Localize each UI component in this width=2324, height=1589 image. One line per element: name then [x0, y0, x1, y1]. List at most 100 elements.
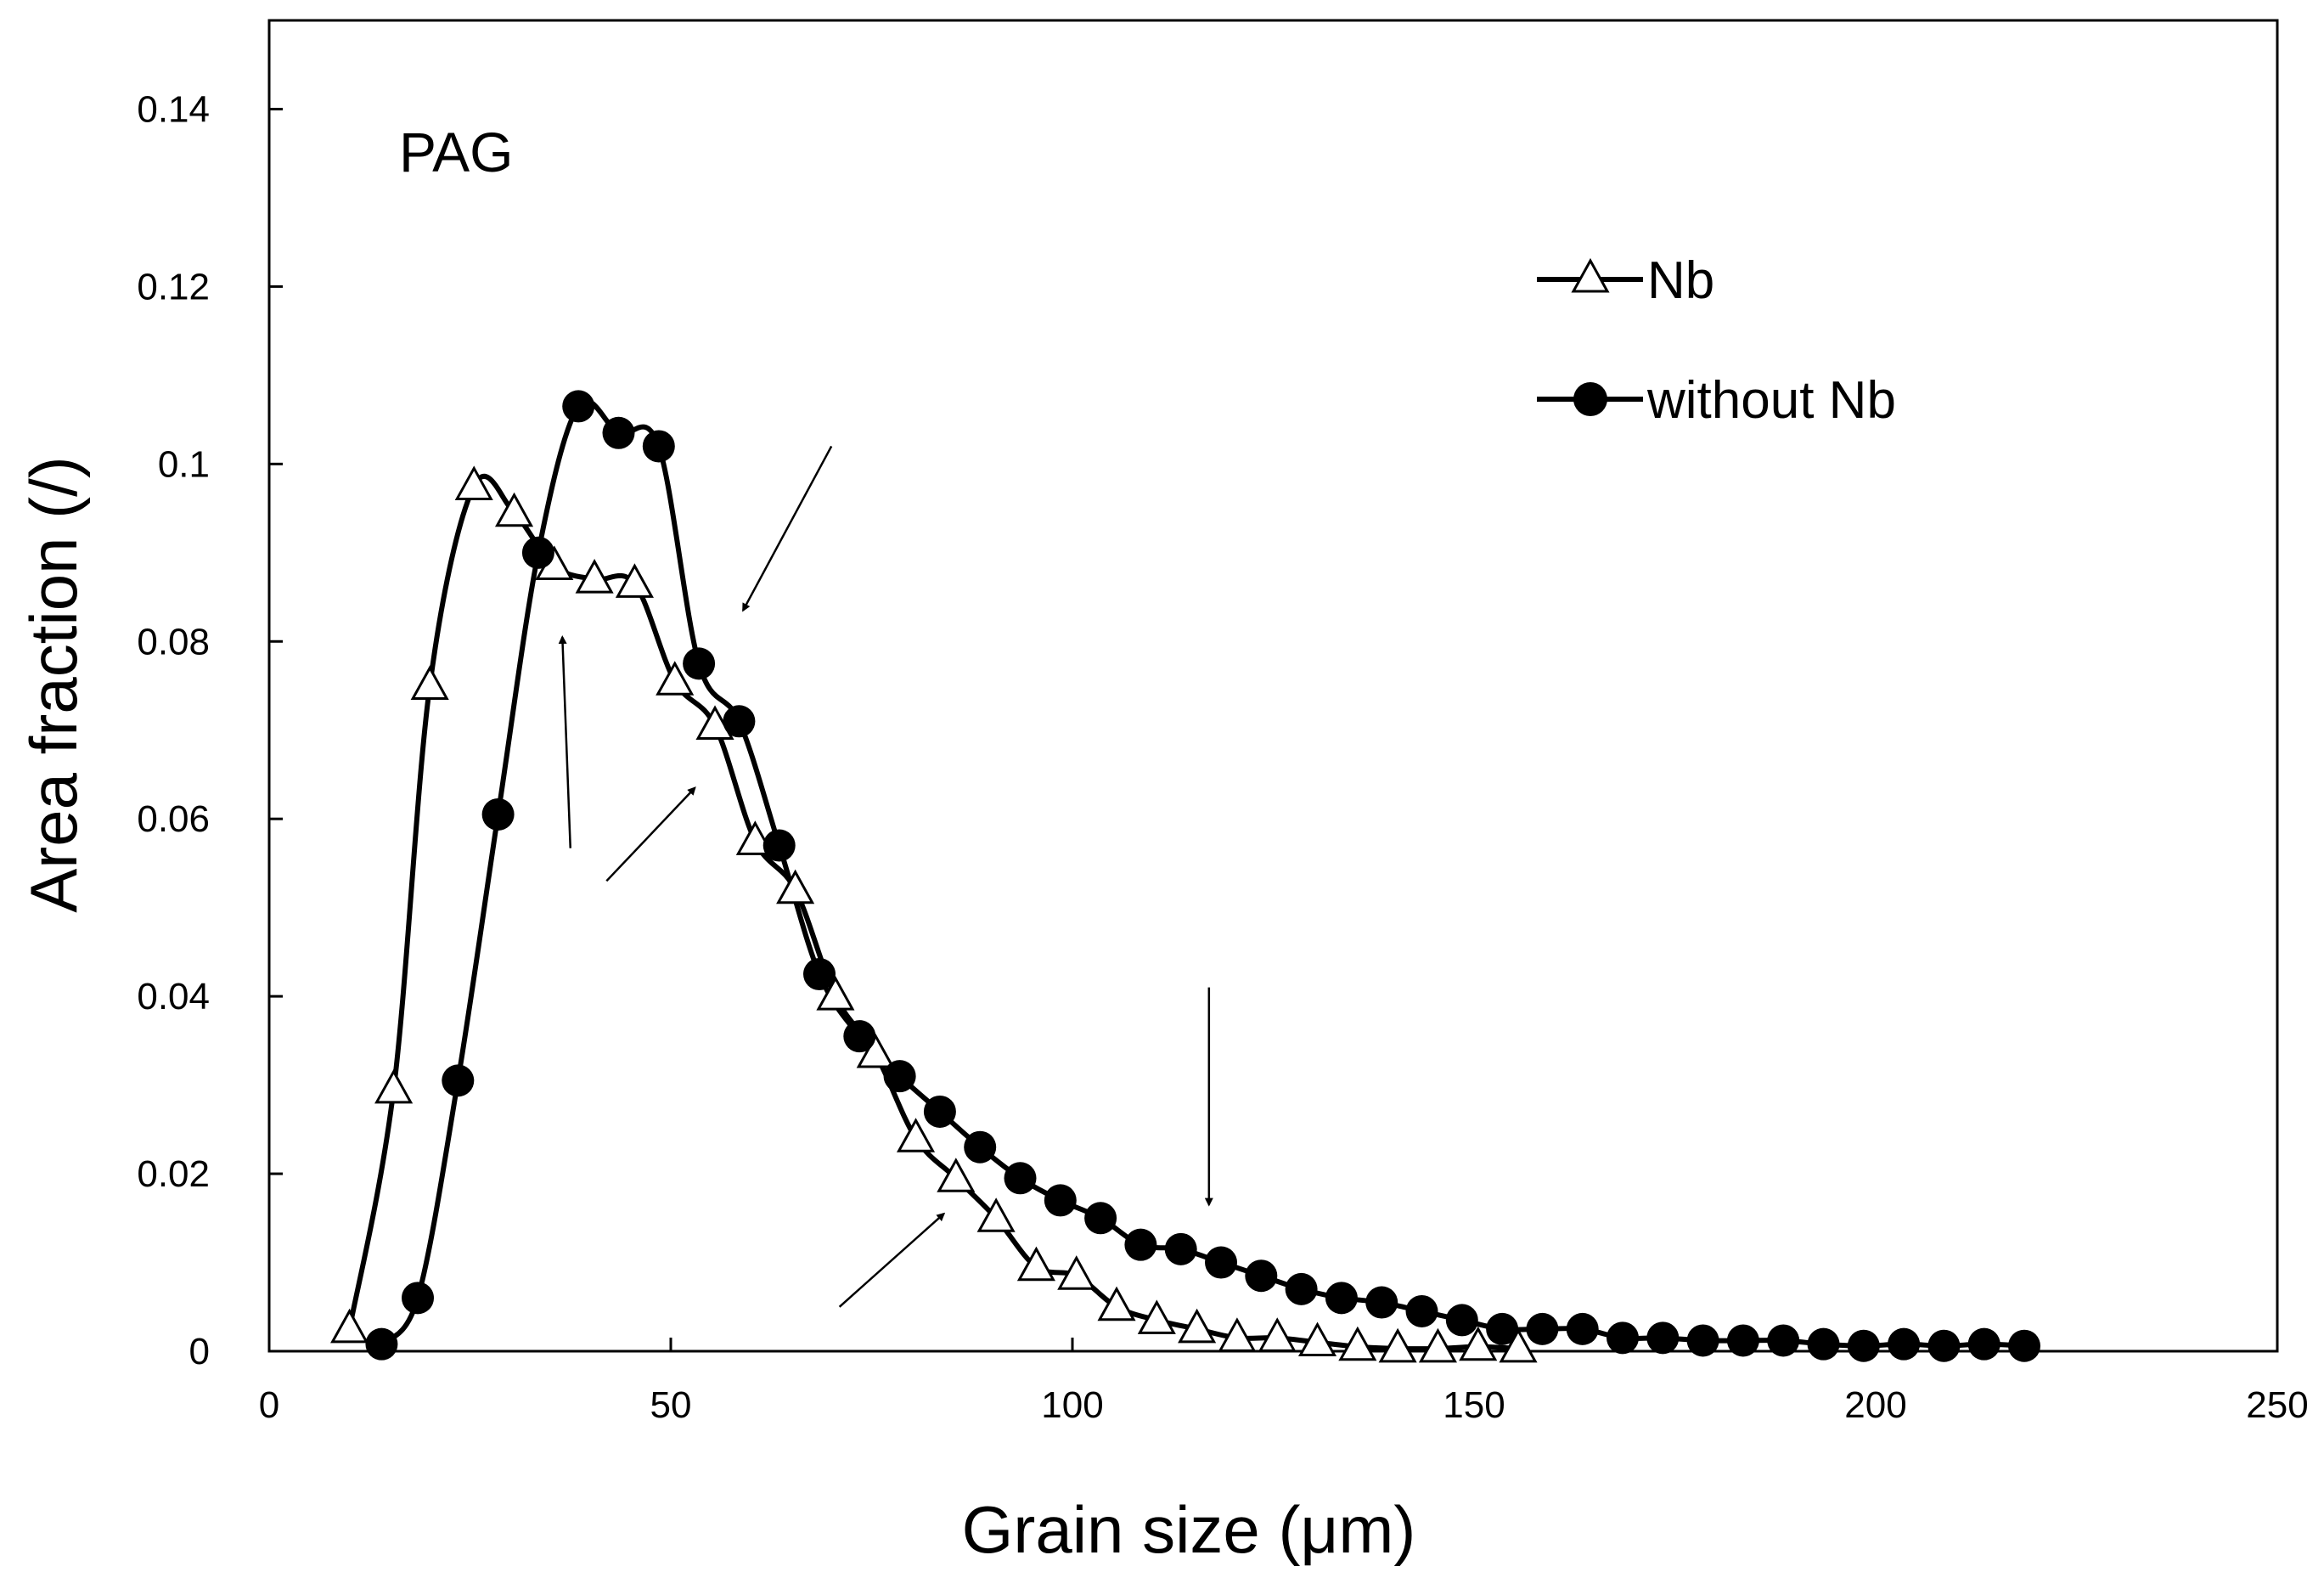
- y-tick-label: 0.1: [158, 443, 210, 485]
- y-tick-label: 0.12: [137, 266, 210, 307]
- data-point-triangle: [1297, 1321, 1337, 1357]
- data-point-circle: [2008, 1329, 2041, 1362]
- data-point-circle: [1646, 1321, 1680, 1355]
- legend-label-nb: Nb: [1647, 251, 1714, 310]
- data-point-circle: [521, 536, 554, 569]
- data-point-circle: [481, 797, 515, 831]
- data-point-triangle: [656, 661, 695, 696]
- series-lines: [346, 398, 2025, 1352]
- data-point-circle: [762, 829, 796, 862]
- data-point-triangle: [1178, 1308, 1217, 1344]
- data-point-triangle: [374, 1068, 414, 1104]
- data-point-circle: [1807, 1327, 1840, 1361]
- data-point-triangle: [1137, 1299, 1176, 1334]
- data-point-triangle: [1378, 1327, 1417, 1363]
- data-point-circle: [1566, 1312, 1599, 1345]
- data-point-circle: [562, 390, 595, 423]
- y-tick-label: 0.02: [137, 1153, 210, 1195]
- data-point-circle: [1445, 1304, 1478, 1337]
- data-point-triangle: [1097, 1286, 1136, 1321]
- panel-label: PAG: [399, 121, 513, 183]
- data-point-circle: [442, 1064, 475, 1097]
- data-point-triangle: [1016, 1246, 1055, 1282]
- data-point-triangle: [615, 563, 654, 598]
- data-point-triangle: [816, 976, 855, 1011]
- data-point-circle: [803, 958, 836, 991]
- data-point-circle: [1164, 1232, 1197, 1265]
- data-point-circle: [843, 1020, 876, 1053]
- data-point-circle: [1486, 1312, 1519, 1345]
- data-point-triangle: [1258, 1317, 1297, 1352]
- data-point-circle: [1405, 1294, 1438, 1327]
- annotation-arrow: [605, 786, 696, 882]
- y-tick-label: 0.04: [137, 976, 210, 1017]
- data-point-circle: [1967, 1327, 2000, 1361]
- data-point-triangle: [976, 1197, 1016, 1232]
- data-point-triangle: [776, 869, 815, 904]
- data-point-circle: [923, 1095, 956, 1128]
- data-point-circle: [402, 1282, 435, 1315]
- data-point-circle: [1325, 1282, 1358, 1315]
- data-point-triangle: [937, 1158, 976, 1192]
- series-line-0: [346, 473, 1519, 1352]
- x-axis-title: Grain size (μm): [962, 1492, 1416, 1567]
- data-point-circle: [683, 647, 716, 680]
- data-point-circle: [1526, 1312, 1559, 1345]
- data-point-circle: [1285, 1272, 1318, 1305]
- y-tick-label: 0: [189, 1331, 210, 1372]
- data-point-triangle: [454, 465, 493, 500]
- x-tick-label: 150: [1443, 1384, 1505, 1426]
- y-tick-label: 0.08: [137, 621, 210, 662]
- legend: Nb without Nb: [1537, 251, 1896, 430]
- data-point-triangle: [1459, 1326, 1498, 1361]
- data-point-circle: [1365, 1286, 1398, 1319]
- y-axis-title: Area fraction (/): [16, 456, 91, 913]
- data-point-triangle: [1218, 1317, 1257, 1352]
- data-point-circle: [964, 1130, 997, 1164]
- data-point-circle: [365, 1327, 398, 1361]
- data-point-circle: [723, 705, 756, 738]
- annotation-arrows: [558, 445, 1213, 1308]
- data-point-triangle: [856, 1033, 895, 1068]
- data-point-triangle: [1338, 1326, 1377, 1361]
- legend-marker-nb: [1571, 257, 1610, 293]
- annotation-arrow: [742, 445, 833, 612]
- data-point-circle: [1847, 1329, 1880, 1362]
- x-tick-label: 200: [1844, 1384, 1906, 1426]
- data-point-circle: [1927, 1329, 1961, 1362]
- data-point-circle: [1726, 1324, 1759, 1357]
- x-tick-label: 50: [650, 1384, 692, 1426]
- axis-ticks: 0 50 100 150 200 250 0 0.02 0.04 0.06 0.08 0.1 0.12 0…: [137, 88, 2308, 1426]
- data-point-triangle: [494, 492, 534, 527]
- data-point-circle: [1084, 1202, 1117, 1235]
- data-point-circle: [883, 1060, 916, 1093]
- data-point-circle: [1124, 1228, 1157, 1261]
- y-tick-label: 0.06: [137, 798, 210, 840]
- data-point-circle: [1004, 1162, 1037, 1195]
- data-point-triangle: [410, 665, 449, 700]
- data-point-triangle: [330, 1308, 369, 1344]
- data-point-circle: [1686, 1324, 1719, 1357]
- data-point-circle: [602, 416, 635, 449]
- data-point-triangle: [1057, 1255, 1096, 1290]
- y-tick-label: 0.14: [137, 88, 210, 130]
- data-point-circle: [1205, 1246, 1238, 1279]
- legend-marker-without-nb: [1573, 382, 1607, 416]
- series-markers: [330, 390, 2041, 1363]
- x-tick-label: 250: [2246, 1384, 2308, 1426]
- data-point-circle: [1245, 1259, 1278, 1293]
- x-tick-label: 100: [1041, 1384, 1103, 1426]
- data-point-circle: [1888, 1327, 1921, 1361]
- data-point-triangle: [1499, 1327, 1538, 1363]
- plot-area: [267, 19, 2279, 1353]
- data-point-triangle: [575, 559, 614, 594]
- data-point-circle: [642, 430, 675, 463]
- data-point-circle: [1607, 1321, 1640, 1355]
- data-point-triangle: [896, 1118, 936, 1152]
- series-line-1: [380, 398, 2025, 1349]
- legend-label-without-nb: without Nb: [1646, 371, 1896, 430]
- annotation-arrow: [558, 635, 571, 848]
- data-point-circle: [1044, 1184, 1077, 1217]
- data-point-triangle: [1418, 1327, 1457, 1363]
